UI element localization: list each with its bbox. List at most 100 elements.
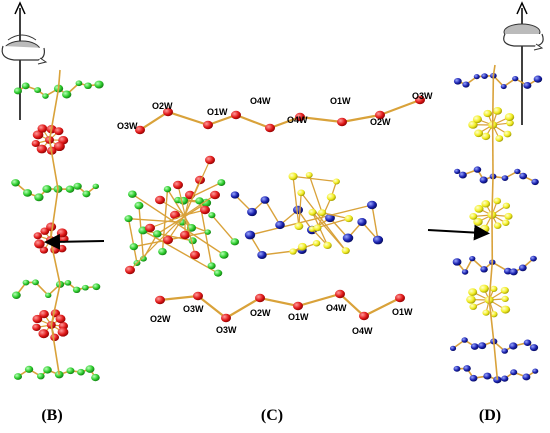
yellow-atom bbox=[468, 288, 478, 296]
red-atom bbox=[155, 195, 165, 205]
yellow-atom bbox=[312, 240, 321, 247]
yellow-atom bbox=[305, 172, 313, 178]
bond bbox=[492, 64, 496, 76]
water-oxygen bbox=[335, 289, 345, 299]
yellow-atom bbox=[294, 222, 304, 231]
yellow-atom bbox=[479, 284, 489, 293]
molecular-layer bbox=[124, 155, 384, 277]
bond bbox=[49, 188, 59, 241]
red-atom bbox=[32, 314, 43, 324]
green-atom bbox=[82, 190, 91, 198]
green-atom bbox=[230, 238, 240, 246]
pointer-arrow bbox=[44, 233, 105, 250]
water-oxygen bbox=[415, 95, 425, 105]
bond bbox=[308, 174, 323, 213]
water-label: O2W bbox=[250, 308, 271, 318]
water-label: O3W bbox=[412, 91, 433, 101]
red-atom bbox=[200, 205, 210, 215]
yellow-atom bbox=[500, 305, 511, 314]
red-atom bbox=[31, 140, 40, 148]
water-oxygen bbox=[203, 120, 213, 130]
water-oxygen bbox=[231, 110, 241, 120]
green-atom bbox=[34, 193, 44, 202]
panel-label-d: (D) bbox=[479, 407, 501, 424]
yellow-atom bbox=[474, 129, 484, 138]
yellow-atom bbox=[493, 222, 502, 229]
yellow-atom bbox=[504, 113, 515, 122]
yellow-atom bbox=[506, 119, 514, 127]
blue-atom bbox=[523, 82, 532, 89]
yellow-atom bbox=[332, 178, 340, 185]
water-oxygen bbox=[265, 123, 275, 133]
panel-label-b: (B) bbox=[41, 407, 62, 424]
blue-atom bbox=[479, 176, 488, 184]
water-chain-top: O3W O2W O1W O4W O4W O1W O2W O3W bbox=[117, 91, 433, 135]
green-atom bbox=[21, 82, 30, 90]
red-atom bbox=[163, 235, 173, 245]
blue-atom bbox=[518, 264, 527, 272]
panel-c: O3W O2W O1W O4W O4W O1W O2W O3W O2W O3W … bbox=[117, 91, 433, 336]
blue-atom bbox=[463, 365, 471, 372]
blue-atom bbox=[501, 348, 509, 354]
green-atom bbox=[66, 367, 75, 375]
blue-atom bbox=[325, 213, 335, 223]
green-atom bbox=[124, 215, 133, 223]
blue-atom bbox=[230, 191, 240, 199]
water-label: O3W bbox=[117, 121, 138, 131]
blue-atom bbox=[367, 200, 377, 210]
blue-atom bbox=[480, 266, 488, 273]
blue-atom bbox=[529, 344, 539, 352]
water-label: O4W bbox=[250, 96, 271, 106]
blue-atom bbox=[522, 373, 531, 381]
yellow-atom bbox=[492, 106, 503, 115]
blue-atom bbox=[478, 342, 487, 350]
yellow-atom bbox=[469, 303, 478, 310]
blue-atom bbox=[357, 218, 367, 226]
bond bbox=[50, 284, 61, 326]
water-label: O1W bbox=[207, 107, 228, 117]
blue-atom bbox=[473, 74, 480, 80]
green-atom bbox=[163, 186, 172, 193]
red-atom bbox=[38, 329, 50, 339]
blue-atom bbox=[461, 269, 469, 275]
blue-atom bbox=[453, 77, 462, 85]
green-atom bbox=[208, 212, 216, 219]
green-atom bbox=[204, 229, 211, 235]
red-atom bbox=[54, 127, 64, 136]
water-oxygen bbox=[163, 107, 173, 117]
red-atom bbox=[170, 210, 180, 220]
yellow-atom bbox=[468, 120, 478, 129]
water-label: O1W bbox=[392, 307, 413, 317]
green-atom bbox=[213, 269, 223, 277]
green-atom bbox=[73, 182, 82, 190]
bond bbox=[127, 218, 138, 264]
yellow-atom bbox=[473, 217, 483, 226]
yellow-atom bbox=[483, 109, 492, 118]
bond bbox=[48, 139, 59, 190]
yellow-atom bbox=[472, 115, 482, 124]
blue-atom bbox=[501, 375, 509, 382]
red-atom bbox=[39, 310, 49, 319]
bond bbox=[149, 214, 186, 229]
water-oxygen bbox=[395, 293, 405, 303]
yellow-atom bbox=[297, 189, 306, 197]
panel-d bbox=[427, 1, 544, 384]
blue-atom bbox=[469, 374, 478, 382]
red-atom bbox=[33, 232, 42, 240]
red-atom bbox=[36, 144, 47, 154]
blue-atom bbox=[509, 342, 518, 350]
panel-b bbox=[1, 1, 105, 382]
green-atom bbox=[77, 368, 85, 376]
green-atom bbox=[158, 247, 167, 256]
water-oxygen bbox=[359, 311, 369, 321]
green-atom bbox=[207, 262, 216, 270]
bond bbox=[300, 192, 347, 252]
water-oxygen bbox=[193, 291, 203, 301]
bond bbox=[129, 214, 186, 271]
panel-label-c: (C) bbox=[261, 407, 283, 424]
bond bbox=[321, 212, 349, 220]
blue-atom bbox=[257, 251, 267, 259]
bond bbox=[167, 214, 186, 241]
green-atom bbox=[64, 280, 72, 286]
green-atom bbox=[134, 201, 144, 210]
